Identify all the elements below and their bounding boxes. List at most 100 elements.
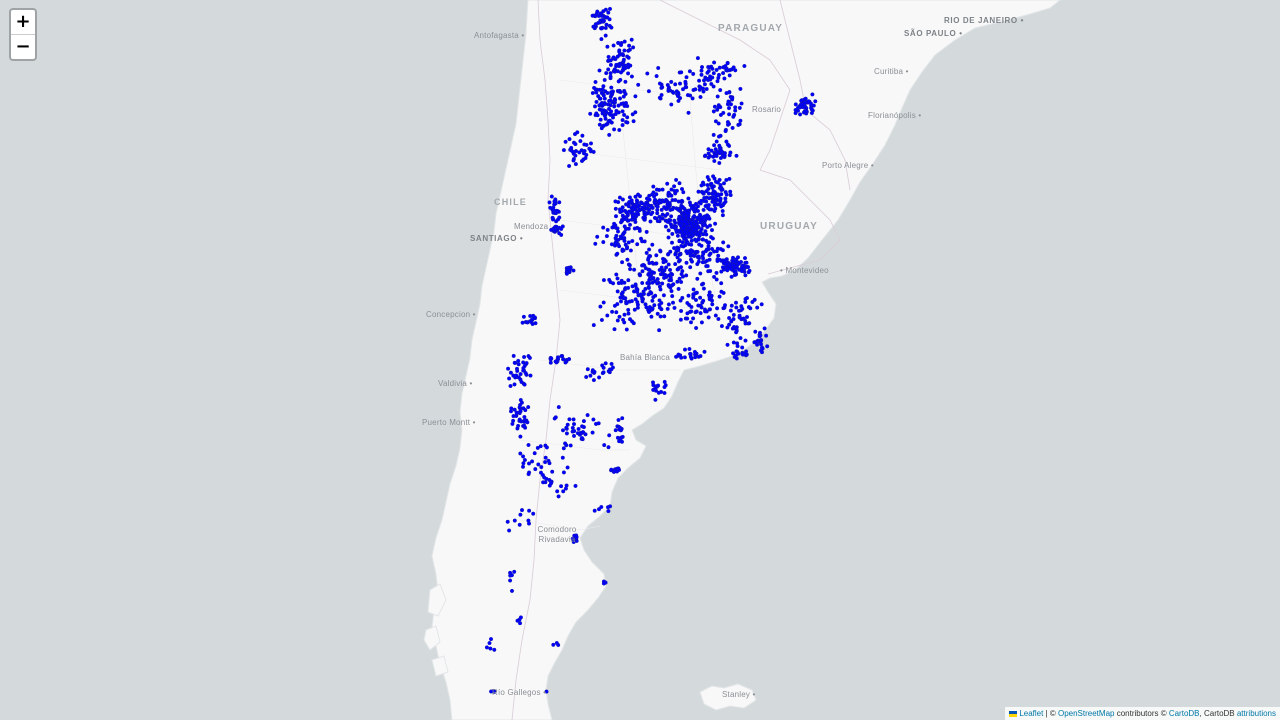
station-marker[interactable] [566, 267, 571, 272]
station-marker[interactable] [603, 33, 608, 38]
station-marker[interactable] [518, 621, 523, 626]
station-marker[interactable] [596, 94, 601, 99]
station-marker[interactable] [705, 264, 710, 269]
station-marker[interactable] [543, 460, 548, 465]
station-marker[interactable] [523, 408, 528, 413]
station-marker[interactable] [531, 511, 536, 516]
station-marker[interactable] [599, 505, 604, 510]
station-marker[interactable] [701, 89, 706, 94]
station-marker[interactable] [743, 351, 748, 356]
station-marker[interactable] [563, 360, 568, 365]
station-marker[interactable] [733, 105, 738, 110]
station-marker[interactable] [598, 304, 603, 309]
station-marker[interactable] [600, 18, 605, 23]
station-marker[interactable] [616, 229, 621, 234]
station-marker[interactable] [650, 270, 655, 275]
station-marker[interactable] [553, 228, 558, 233]
station-marker[interactable] [663, 272, 668, 277]
leaflet-link[interactable]: Leaflet [1019, 709, 1044, 718]
station-marker[interactable] [709, 181, 714, 186]
station-marker[interactable] [696, 237, 701, 242]
station-marker[interactable] [659, 207, 664, 212]
station-marker[interactable] [716, 75, 721, 80]
station-marker[interactable] [635, 289, 640, 294]
station-marker[interactable] [681, 190, 686, 195]
station-marker[interactable] [657, 298, 662, 303]
station-marker[interactable] [719, 192, 724, 197]
station-marker[interactable] [518, 451, 523, 456]
station-marker[interactable] [719, 269, 724, 274]
station-marker[interactable] [684, 221, 689, 226]
station-marker[interactable] [701, 251, 706, 256]
station-marker[interactable] [623, 91, 628, 96]
station-marker[interactable] [655, 219, 660, 224]
station-marker[interactable] [678, 229, 683, 234]
station-marker[interactable] [710, 66, 715, 71]
station-marker[interactable] [641, 215, 646, 220]
station-marker[interactable] [723, 64, 728, 69]
station-marker[interactable] [745, 296, 750, 301]
station-marker[interactable] [631, 119, 636, 124]
station-marker[interactable] [708, 74, 713, 79]
station-marker[interactable] [670, 272, 675, 277]
station-marker[interactable] [719, 204, 724, 209]
station-marker[interactable] [747, 321, 752, 326]
station-marker[interactable] [689, 257, 694, 262]
station-marker[interactable] [621, 57, 626, 62]
station-marker[interactable] [727, 316, 732, 321]
station-marker[interactable] [708, 307, 713, 312]
station-marker[interactable] [676, 352, 681, 357]
station-marker[interactable] [591, 323, 596, 328]
station-marker[interactable] [650, 242, 655, 247]
station-marker[interactable] [698, 295, 703, 300]
station-marker[interactable] [678, 223, 683, 228]
station-marker[interactable] [694, 201, 699, 206]
station-marker[interactable] [810, 92, 815, 97]
station-marker[interactable] [732, 112, 737, 117]
station-marker[interactable] [808, 101, 813, 106]
station-marker[interactable] [627, 43, 632, 48]
station-marker[interactable] [760, 346, 765, 351]
station-marker[interactable] [634, 198, 639, 203]
station-marker[interactable] [505, 519, 510, 524]
station-marker[interactable] [701, 286, 706, 291]
station-marker[interactable] [670, 240, 675, 245]
station-marker[interactable] [677, 258, 682, 263]
station-marker[interactable] [584, 142, 589, 147]
station-marker[interactable] [590, 430, 595, 435]
station-marker[interactable] [559, 232, 564, 237]
station-marker[interactable] [700, 190, 705, 195]
station-marker[interactable] [614, 214, 619, 219]
station-marker[interactable] [740, 306, 745, 311]
station-marker[interactable] [646, 89, 651, 94]
station-marker[interactable] [511, 353, 516, 358]
station-marker[interactable] [603, 7, 608, 12]
station-marker[interactable] [750, 300, 755, 305]
station-marker[interactable] [659, 92, 664, 97]
station-marker[interactable] [669, 278, 674, 283]
station-marker[interactable] [632, 267, 637, 272]
station-marker[interactable] [572, 429, 577, 434]
station-marker[interactable] [671, 282, 676, 287]
station-marker[interactable] [718, 182, 723, 187]
station-marker[interactable] [613, 112, 618, 117]
station-marker[interactable] [530, 322, 535, 327]
station-marker[interactable] [592, 369, 597, 374]
station-marker[interactable] [696, 254, 701, 259]
station-marker[interactable] [663, 213, 668, 218]
station-marker[interactable] [670, 294, 675, 299]
station-marker[interactable] [743, 273, 748, 278]
station-marker[interactable] [636, 293, 641, 298]
station-marker[interactable] [608, 74, 613, 79]
station-marker[interactable] [573, 483, 578, 488]
station-marker[interactable] [621, 214, 626, 219]
station-marker[interactable] [699, 68, 704, 73]
station-marker[interactable] [608, 58, 613, 63]
station-marker[interactable] [725, 325, 730, 330]
station-marker[interactable] [657, 81, 662, 86]
station-marker[interactable] [738, 118, 743, 123]
station-marker[interactable] [517, 522, 522, 527]
station-marker[interactable] [758, 330, 763, 335]
station-marker[interactable] [684, 75, 689, 80]
station-marker[interactable] [599, 90, 604, 95]
